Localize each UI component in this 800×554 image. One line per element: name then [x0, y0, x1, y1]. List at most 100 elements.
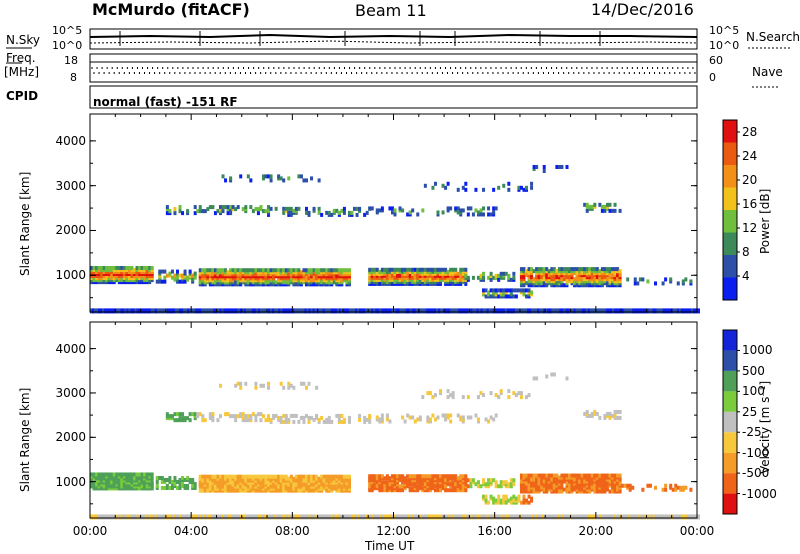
echo-cell	[158, 514, 162, 520]
echo-cell	[112, 280, 116, 285]
echo-cell	[320, 280, 324, 285]
echo-cell	[583, 273, 587, 278]
echo-cell	[225, 514, 229, 520]
echo-cell	[249, 205, 253, 210]
echo-cell	[585, 271, 589, 276]
echo-cell	[254, 280, 258, 285]
echo-cell	[597, 308, 601, 314]
echo-cell	[130, 278, 134, 283]
echo-cell	[456, 279, 460, 284]
echo-cell	[585, 202, 589, 207]
echo-cell	[249, 282, 253, 287]
echo-cell	[383, 273, 387, 278]
echo-cell	[231, 282, 235, 287]
echo-cell	[411, 486, 415, 491]
echo-cell	[97, 472, 101, 477]
echo-cell	[116, 514, 120, 520]
echo-cell	[428, 267, 432, 272]
echo-cell	[221, 268, 225, 273]
echo-cell	[156, 514, 160, 520]
echo-cell	[322, 474, 326, 479]
echo-cell	[413, 267, 417, 272]
echo-cell	[476, 212, 480, 217]
echo-cell	[517, 288, 521, 293]
echo-cell	[585, 473, 589, 478]
colorbar-frame	[722, 119, 738, 301]
echo-cell	[433, 393, 437, 398]
echo-cell	[337, 274, 341, 279]
echo-cell	[580, 277, 584, 282]
echo-cell	[216, 274, 220, 279]
echo-cell	[278, 514, 282, 520]
echo-cell	[507, 395, 511, 400]
echo-cell	[530, 292, 534, 297]
echo-cell	[284, 268, 288, 273]
echo-cell	[261, 270, 265, 275]
echo-cell	[527, 288, 531, 293]
echo-cell	[613, 413, 617, 418]
echo-cell	[605, 473, 609, 478]
echo-cell	[537, 283, 541, 288]
echo-cell	[588, 473, 592, 478]
echo-cell	[284, 272, 288, 277]
echo-cell	[218, 383, 222, 388]
echo-cell	[327, 278, 331, 283]
echo-cell	[226, 412, 230, 417]
echo-cell	[279, 270, 283, 275]
echo-cell	[560, 485, 564, 490]
echo-cell	[299, 274, 303, 279]
echo-cell	[292, 413, 296, 418]
echo-cell	[307, 270, 311, 275]
echo-cell	[497, 273, 501, 278]
echo-cell	[454, 267, 458, 272]
echo-cell	[593, 409, 597, 414]
echo-cell	[268, 514, 272, 520]
echo-cell	[403, 308, 407, 314]
echo-cell	[315, 282, 319, 287]
echo-cell	[413, 279, 417, 284]
echo-cell	[630, 308, 634, 314]
echo-cell	[522, 514, 526, 520]
echo-cell	[120, 270, 124, 275]
echo-cell	[512, 294, 516, 299]
echo-cell	[229, 474, 233, 479]
echo-cell	[327, 268, 331, 273]
echo-cell	[317, 268, 321, 273]
echo-cell	[188, 418, 192, 423]
echo-cell	[522, 473, 526, 478]
echo-cell	[519, 500, 523, 505]
echo-cell	[92, 268, 96, 273]
echo-cell	[530, 275, 534, 280]
echo-cell	[401, 281, 405, 286]
echo-cell	[206, 278, 210, 283]
echo-cell	[565, 267, 569, 272]
echo-cell	[557, 475, 561, 480]
echo-cell	[259, 278, 263, 283]
echo-cell	[411, 277, 415, 282]
echo-cell	[136, 308, 140, 314]
echo-cell	[150, 268, 154, 273]
echo-cell	[441, 275, 445, 280]
echo-cell	[256, 276, 260, 281]
echo-cell	[519, 283, 523, 288]
echo-cell	[325, 417, 329, 422]
echo-cell	[458, 308, 462, 314]
echo-cell	[226, 274, 230, 279]
echo-cell	[181, 514, 185, 520]
echo-cell	[391, 514, 395, 520]
colorbar-tick-label: 24	[742, 149, 758, 163]
echo-cell	[299, 381, 303, 386]
echo-cell	[168, 273, 172, 278]
echo-cell	[154, 514, 158, 520]
echo-cell	[241, 474, 245, 479]
echo-cell	[499, 484, 503, 489]
echo-cell	[174, 514, 178, 520]
echo-cell	[618, 281, 622, 286]
echo-cell	[239, 385, 243, 390]
echo-cell	[431, 271, 435, 276]
echo-cell	[175, 418, 179, 423]
echo-cell	[413, 277, 417, 282]
echo-cell	[118, 514, 122, 520]
echo-cell	[575, 269, 579, 274]
